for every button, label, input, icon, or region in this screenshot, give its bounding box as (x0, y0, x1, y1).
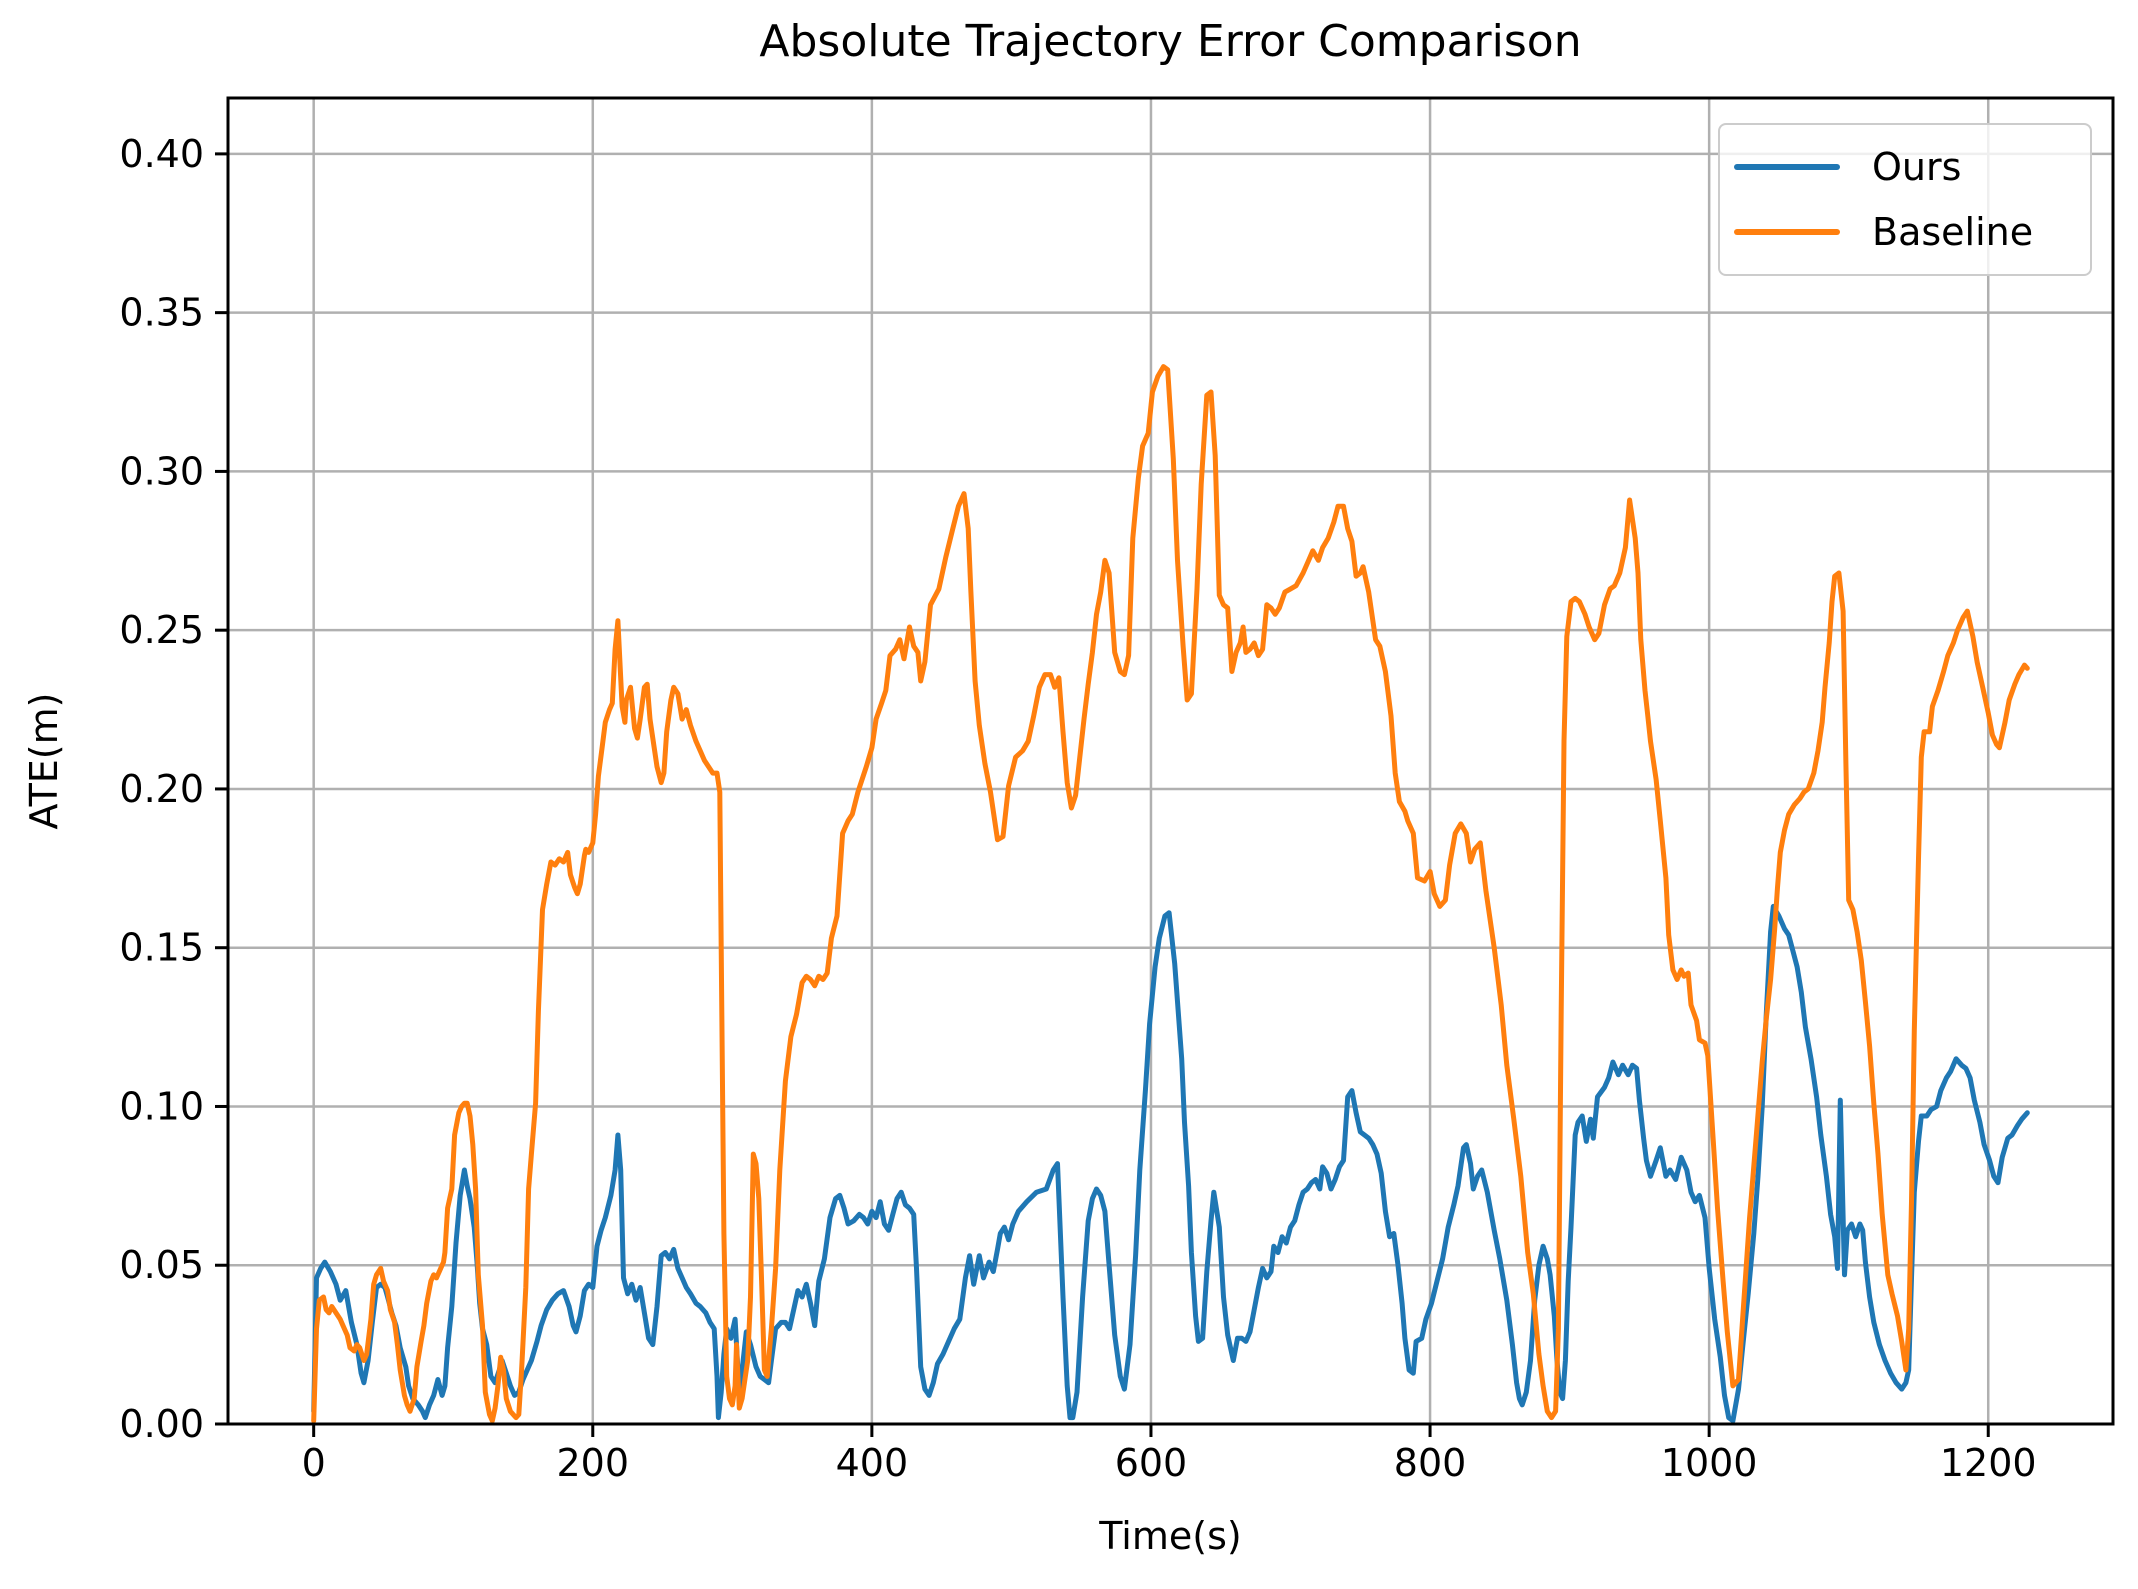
series-line-baseline (311, 364, 2030, 1424)
legend-line-sample-baseline (1734, 228, 1840, 235)
legend: Ours Baseline (1718, 123, 2092, 276)
chart-title: Absolute Trajectory Error Comparison (759, 16, 1582, 67)
x-tick-label: 400 (836, 1441, 909, 1485)
legend-label-ours: Ours (1872, 145, 1962, 190)
y-tick-label: 0.10 (119, 1084, 204, 1128)
axes-frame (226, 96, 2115, 1426)
y-tick-label: 0.15 (119, 926, 204, 970)
legend-item-baseline: Baseline (1734, 204, 2090, 260)
legend-line-sample-ours (1734, 164, 1840, 171)
y-tick-label: 0.25 (119, 608, 204, 652)
y-tick-label: 0.40 (119, 132, 204, 176)
legend-item-ours: Ours (1734, 139, 2090, 195)
y-tick-label: 0.35 (119, 291, 204, 335)
series-line-ours (311, 903, 2030, 1424)
x-tick-label: 200 (557, 1441, 630, 1485)
y-tick-label: 0.30 (119, 449, 204, 493)
x-tick-label: 600 (1115, 1441, 1188, 1485)
x-tick-label: 0 (302, 1441, 326, 1485)
y-tick-label: 0.00 (119, 1402, 204, 1446)
y-axis-label: ATE(m) (22, 692, 66, 830)
y-tick-label: 0.20 (119, 767, 204, 811)
x-tick-label: 800 (1394, 1441, 1467, 1485)
x-tick-label: 1200 (1940, 1441, 2037, 1485)
x-axis-label: Time(s) (1099, 1514, 1242, 1558)
legend-label-baseline: Baseline (1872, 209, 2034, 254)
x-tick-label: 1000 (1661, 1441, 1758, 1485)
y-tick-label: 0.05 (119, 1243, 204, 1287)
